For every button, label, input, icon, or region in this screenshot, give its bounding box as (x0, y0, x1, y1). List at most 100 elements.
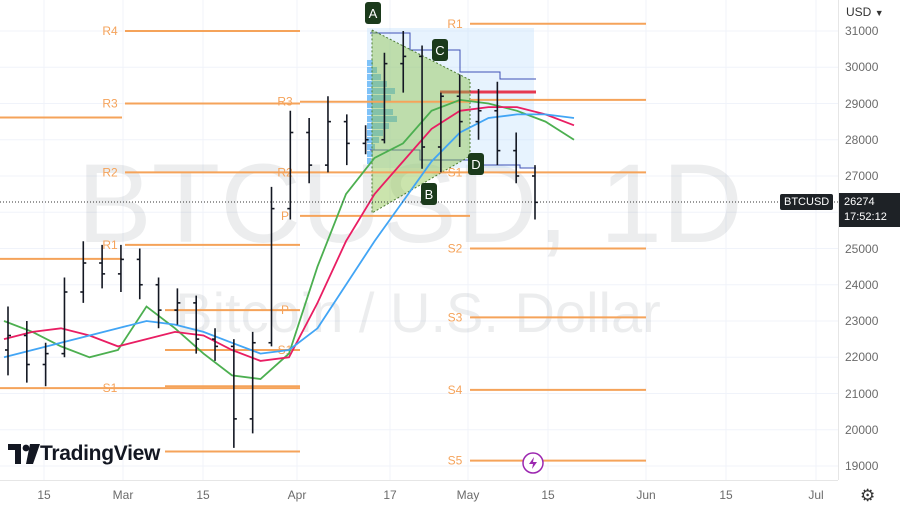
tradingview-logo: TradingView (8, 440, 160, 468)
price-bar (117, 244, 124, 292)
price-bar (324, 96, 331, 173)
chart-canvas[interactable]: BTCUSD, 1D Bitcoin / U.S. Dollar R4R3R2R… (0, 0, 838, 480)
pivot-label: S4 (448, 383, 463, 397)
price-tick-label: 22000 (845, 350, 879, 365)
pivot-label: R2 (102, 165, 118, 179)
time-tick-label: 15 (719, 488, 733, 502)
time-tick-label: Mar (112, 488, 134, 502)
pivot-label: R3 (277, 95, 293, 109)
annotation-label: D (471, 157, 480, 172)
volume-profile-bar (367, 137, 379, 143)
price-bar (343, 114, 350, 166)
price-tick-label: 25000 (845, 241, 879, 256)
price-bar (5, 306, 11, 376)
pivot-label: S5 (448, 454, 463, 468)
price-tick-label: 24000 (845, 277, 879, 292)
pivot-label: R3 (102, 97, 118, 111)
time-tick-label: Jul (808, 488, 824, 502)
last-price-value: 26274 (844, 196, 875, 208)
time-tick-label: Jun (636, 488, 656, 502)
time-tick-label: 15 (541, 488, 555, 502)
price-bar (249, 331, 256, 434)
price-tick-label: 28000 (845, 132, 879, 147)
price-bar (174, 288, 181, 325)
volume-profile-bar (367, 158, 371, 164)
value-area-high-line (370, 32, 536, 80)
pivot-label: S2 (448, 242, 463, 256)
volume-profile-bar (367, 116, 397, 122)
time-tick-label: 15 (37, 488, 51, 502)
pivot-label: P (281, 209, 289, 223)
price-bar (456, 74, 463, 147)
price-bar (42, 342, 49, 387)
price-bar (306, 118, 313, 184)
price-bar (381, 52, 388, 144)
price-bar (475, 89, 482, 140)
price-bar (136, 248, 143, 300)
volume-profile-bar (367, 74, 381, 80)
volume-profile-bar (367, 102, 385, 108)
alert-icon[interactable] (522, 452, 544, 474)
price-bar (212, 328, 219, 361)
annotation-box (421, 183, 437, 205)
volume-profile-bar (367, 60, 373, 66)
time-tick-label: 17 (383, 488, 397, 502)
annotation-label: A (369, 6, 378, 21)
gear-icon[interactable]: ⚙ (860, 486, 876, 505)
annotation-c: C (432, 39, 448, 61)
pivot-label: R4 (102, 24, 118, 38)
volume-profile-bar (367, 130, 383, 136)
annotation-a: A (365, 2, 381, 24)
price-tick-label: 27000 (845, 169, 879, 183)
currency-label: USD (846, 5, 872, 19)
price-bar (513, 132, 520, 184)
price-bar (362, 125, 369, 155)
volume-profile-bar (367, 95, 391, 101)
currency-selector[interactable]: USD ▼ (846, 5, 884, 19)
time-axis[interactable]: 15 Mar 15 Apr 17 May 15 Jun 15 Jul (0, 480, 838, 511)
pivot-label: S3 (448, 310, 463, 324)
price-bar (494, 81, 501, 166)
pivot-label: P (281, 303, 289, 317)
price-bar (400, 31, 407, 93)
price-tick-label: 31000 (845, 24, 879, 38)
volume-profile-bar (367, 88, 395, 94)
price-bar (155, 277, 162, 329)
price-tick-label: 20000 (845, 422, 879, 437)
last-price-tag: 26274 17:52:12 (839, 193, 900, 227)
volume-profile-bar (367, 144, 375, 150)
price-axis[interactable]: 1900020000210002200023000240002500026000… (838, 0, 900, 480)
chevron-down-icon: ▼ (874, 8, 884, 18)
tradingview-logo-text: TradingView (40, 442, 161, 465)
pivot-label: S1 (103, 381, 118, 395)
symbol-tag: BTCUSD (780, 194, 834, 210)
price-bar (268, 186, 275, 347)
volume-profile-bar (367, 151, 373, 157)
volume-profile-zone (367, 28, 534, 168)
price-bar (99, 244, 106, 289)
annotation-box (432, 39, 448, 61)
time-tick-label: Apr (287, 488, 307, 502)
pattern-annotations: A B C D (365, 2, 484, 205)
volume-profile-bar (367, 123, 389, 129)
pivot-label: R2 (277, 165, 293, 179)
price-tick-label: 29000 (845, 96, 879, 111)
price-bar (80, 241, 87, 303)
price-tick-label: 19000 (845, 459, 879, 473)
pivot-label: R1 (447, 17, 463, 31)
volume-profile-bar (367, 67, 377, 73)
price-bar (61, 277, 68, 358)
pivot-label: S1 (448, 165, 463, 179)
volume-profile (367, 28, 536, 169)
annotation-label: C (435, 43, 444, 58)
volume-profile-bar (367, 109, 393, 115)
volume-profile-bar (367, 81, 387, 87)
annotation-d: D (468, 153, 484, 175)
price-bars (5, 31, 538, 448)
price-bar (287, 110, 294, 220)
annotation-box (468, 153, 484, 175)
time-tick-label: May (456, 488, 480, 502)
price-tick-label: 21000 (845, 386, 879, 401)
annotation-label: B (425, 187, 434, 202)
